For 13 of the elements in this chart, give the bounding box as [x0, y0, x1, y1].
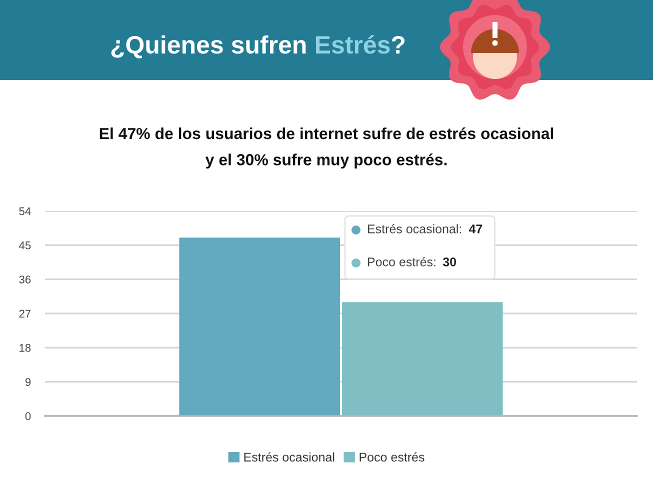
- y-tick-label: 45: [19, 242, 31, 250]
- annotation: Poco estrés: 30: [368, 257, 456, 266]
- legend-label: Poco estrés: [360, 452, 424, 462]
- y-tick-label: 54: [19, 207, 31, 216]
- y-tick-label: 27: [19, 310, 31, 318]
- annotation: Estrés ocasional: 47: [368, 224, 482, 234]
- chart-subtitle: El 47% de los usuarios de internet sufre de estrés ocasional y el 30% sufre muy poco estrés.: [100, 127, 554, 169]
- chart-title: ¿Quienes sufren Estrés?: [111, 35, 405, 58]
- y-tick-label: 0: [25, 412, 31, 420]
- y-tick-label: 18: [20, 344, 31, 352]
- y-tick-label: 36: [19, 276, 31, 284]
- y-tick-label: 9: [25, 378, 31, 386]
- legend-label: Estrés ocasional: [244, 452, 334, 462]
